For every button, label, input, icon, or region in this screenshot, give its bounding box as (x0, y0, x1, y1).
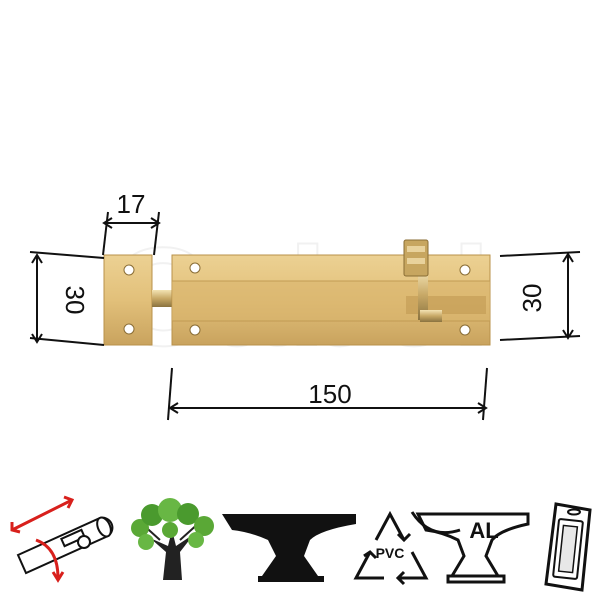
pvc-recycle-icon: PVC (353, 510, 429, 586)
screw-hole (123, 323, 135, 335)
rotation-bolt-icon (10, 495, 114, 583)
keeper-plate (103, 254, 153, 346)
blister-pack-icon (544, 502, 592, 592)
screw-hole (189, 324, 201, 336)
main-plate (171, 254, 491, 346)
dim-left-height-label: 30 (60, 286, 90, 315)
screw-hole (189, 262, 201, 274)
pvc-label: PVC (376, 545, 405, 561)
screw-hole (459, 324, 471, 336)
al-label: AL (469, 518, 498, 543)
bolt-handle (403, 239, 442, 322)
dim-plate-width-label: 17 (117, 189, 146, 219)
screw-hole (123, 264, 135, 276)
barrel-bolt (103, 239, 491, 346)
iron-anvil-icon (222, 514, 356, 582)
aluminium-anvil-icon: AL (410, 511, 530, 584)
bolt-rod-end (152, 290, 172, 307)
screw-hole (459, 264, 471, 276)
wood-tree-icon (131, 498, 214, 580)
dim-right-height-label: 30 (517, 284, 547, 313)
dimension-lines (29, 211, 581, 421)
dim-total-length-label: 150 (308, 379, 351, 409)
